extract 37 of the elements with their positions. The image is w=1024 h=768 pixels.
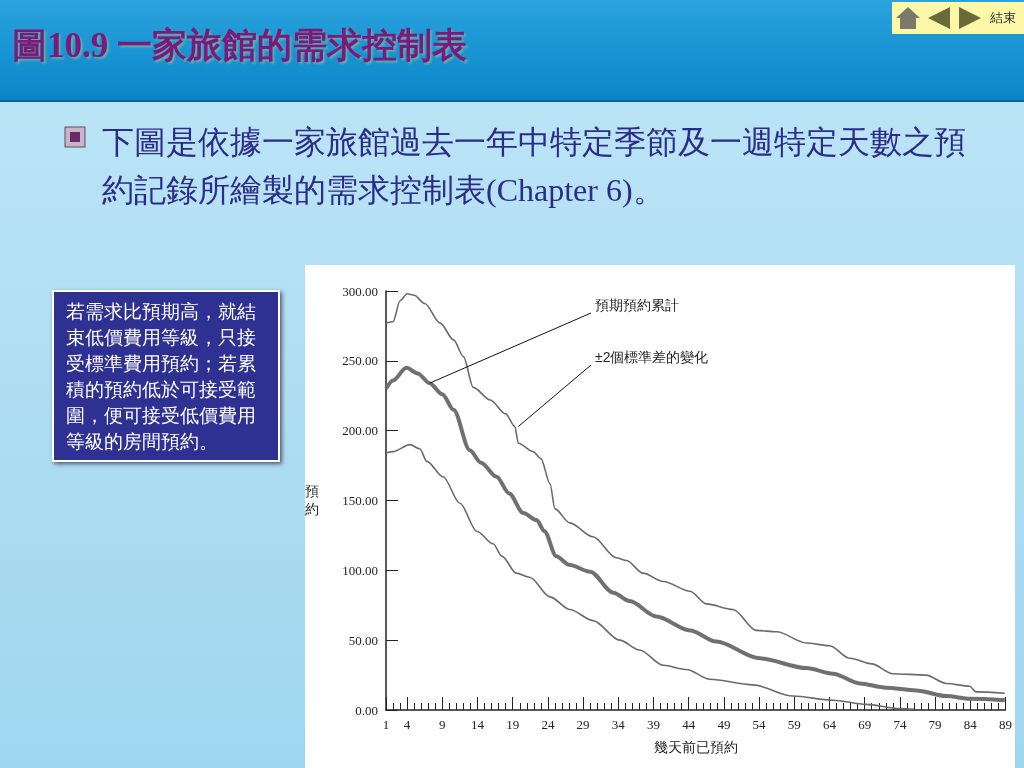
- y-tick-label: 150.00: [342, 493, 378, 508]
- line-series: [384, 365, 1007, 703]
- x-tick-label: 34: [611, 717, 626, 732]
- y-tick-label: 100.00: [342, 562, 378, 578]
- y-axis-title: 預約: [305, 482, 320, 518]
- x-tick-label: 89: [999, 717, 1012, 732]
- y-tick-label: 300.00: [342, 283, 378, 299]
- x-tick-label: 84: [963, 717, 978, 732]
- x-tick-label: 9: [439, 717, 446, 732]
- x-tick-label: 54: [752, 717, 767, 732]
- y-tick-label: 200.00: [342, 423, 378, 439]
- x-tick-label: 29: [576, 717, 590, 732]
- x-tick-label: 74: [893, 717, 907, 732]
- x-tick-label: 39: [647, 717, 661, 732]
- x-axis-title: 幾天前已預約: [653, 739, 738, 755]
- line-series: [385, 292, 1006, 695]
- text: 若需求比預期高，就結束低價費用等級，只接受標準費用預約；若累積的預約低於可接受範圍，便可接受低價費用等級的房間預約。: [52, 290, 280, 462]
- x-tick-label: 14: [471, 717, 485, 732]
- text: 結束: [990, 9, 1016, 27]
- x-tick-label: 79: [928, 717, 942, 732]
- y-tick-label: 0.00: [355, 702, 378, 718]
- x-tick-label: 64: [823, 717, 837, 732]
- y-tick-label: 250.00: [342, 353, 378, 369]
- chart-title: 圖10.9 一家旅館的需求控制表: [12, 25, 467, 67]
- annotation: 預期預約累計: [595, 297, 679, 313]
- x-tick-label: 19: [506, 717, 520, 732]
- x-tick-label: 4: [403, 717, 411, 732]
- x-tick-label: 69: [858, 717, 872, 732]
- x-tick-label: 49: [717, 717, 731, 732]
- x-tick-label: 1: [382, 717, 390, 732]
- x-tick-label: 24: [541, 717, 555, 732]
- x-tick-label: 44: [682, 717, 696, 732]
- y-tick-label: 50.00: [348, 632, 378, 648]
- x-tick-label: 59: [787, 717, 801, 732]
- line-series: [385, 443, 915, 711]
- annotation: ±2個標準差的變化: [595, 349, 709, 365]
- chart-subtitle: 下圖是依據一家旅館過去一年中特定季節及一週特定天數之預約記錄所繪製的需求控制表(Chapter 6)。: [102, 123, 967, 210]
